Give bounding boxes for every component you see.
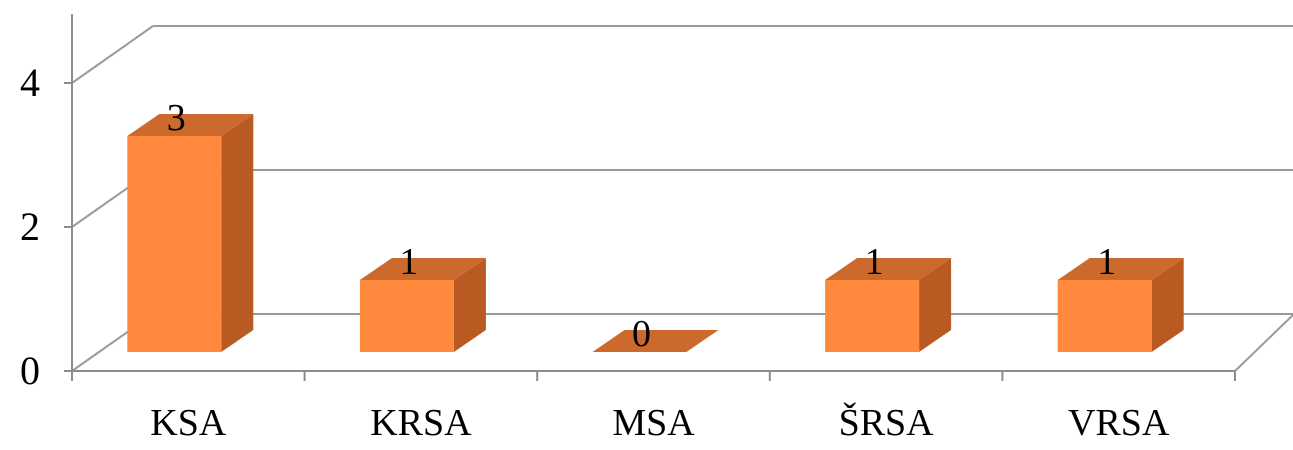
bar-top-VRSA (1057, 258, 1184, 280)
x-tick-label-KRSA: KRSA (370, 402, 472, 444)
gridline-diagonal-4 (71, 25, 154, 84)
axes (64, 14, 1236, 381)
bar-top-ŠRSA (825, 258, 952, 280)
y-tick-label-0: 0 (20, 348, 40, 393)
bar-VRSA (1057, 258, 1184, 352)
data-label-MSA: 0 (632, 313, 651, 355)
bar-top-MSA (592, 330, 719, 352)
bar-KSA (127, 114, 254, 352)
floor-right-edge (1234, 313, 1293, 372)
bar-front-ŠRSA (825, 280, 920, 352)
bar-front-KSA (127, 136, 222, 352)
bar-front-VRSA (1057, 280, 1152, 352)
bars (127, 114, 1184, 352)
bar-top-KSA (127, 114, 254, 136)
x-tick-label-KSA: KSA (150, 402, 227, 444)
bar-top-KRSA (359, 258, 486, 280)
bar-MSA (592, 330, 719, 352)
labels: 0 2 4 3 KSA 1 KRSA 0 MSA 1 ŠRSA 1 VRSA (20, 60, 1170, 444)
bar-side-ŠRSA (919, 258, 952, 352)
data-label-KRSA: 1 (399, 241, 418, 283)
data-label-KSA: 3 (167, 97, 186, 139)
bar-front-KRSA (359, 280, 454, 352)
data-label-VRSA: 1 (1097, 241, 1116, 283)
bar-side-VRSA (1151, 258, 1184, 352)
x-tick-label-MSA: MSA (612, 402, 695, 444)
bar-side-KSA (221, 114, 254, 352)
x-tick-label-ŠRSA: ŠRSA (839, 402, 935, 444)
x-tick-label-VRSA: VRSA (1068, 402, 1170, 444)
y-tick-label-4: 4 (20, 60, 40, 105)
data-label-ŠRSA: 1 (865, 241, 884, 283)
bar-KRSA (359, 258, 486, 352)
bar-ŠRSA (825, 258, 952, 352)
y-tick-label-2: 2 (20, 204, 40, 249)
bar-side-KRSA (453, 258, 486, 352)
